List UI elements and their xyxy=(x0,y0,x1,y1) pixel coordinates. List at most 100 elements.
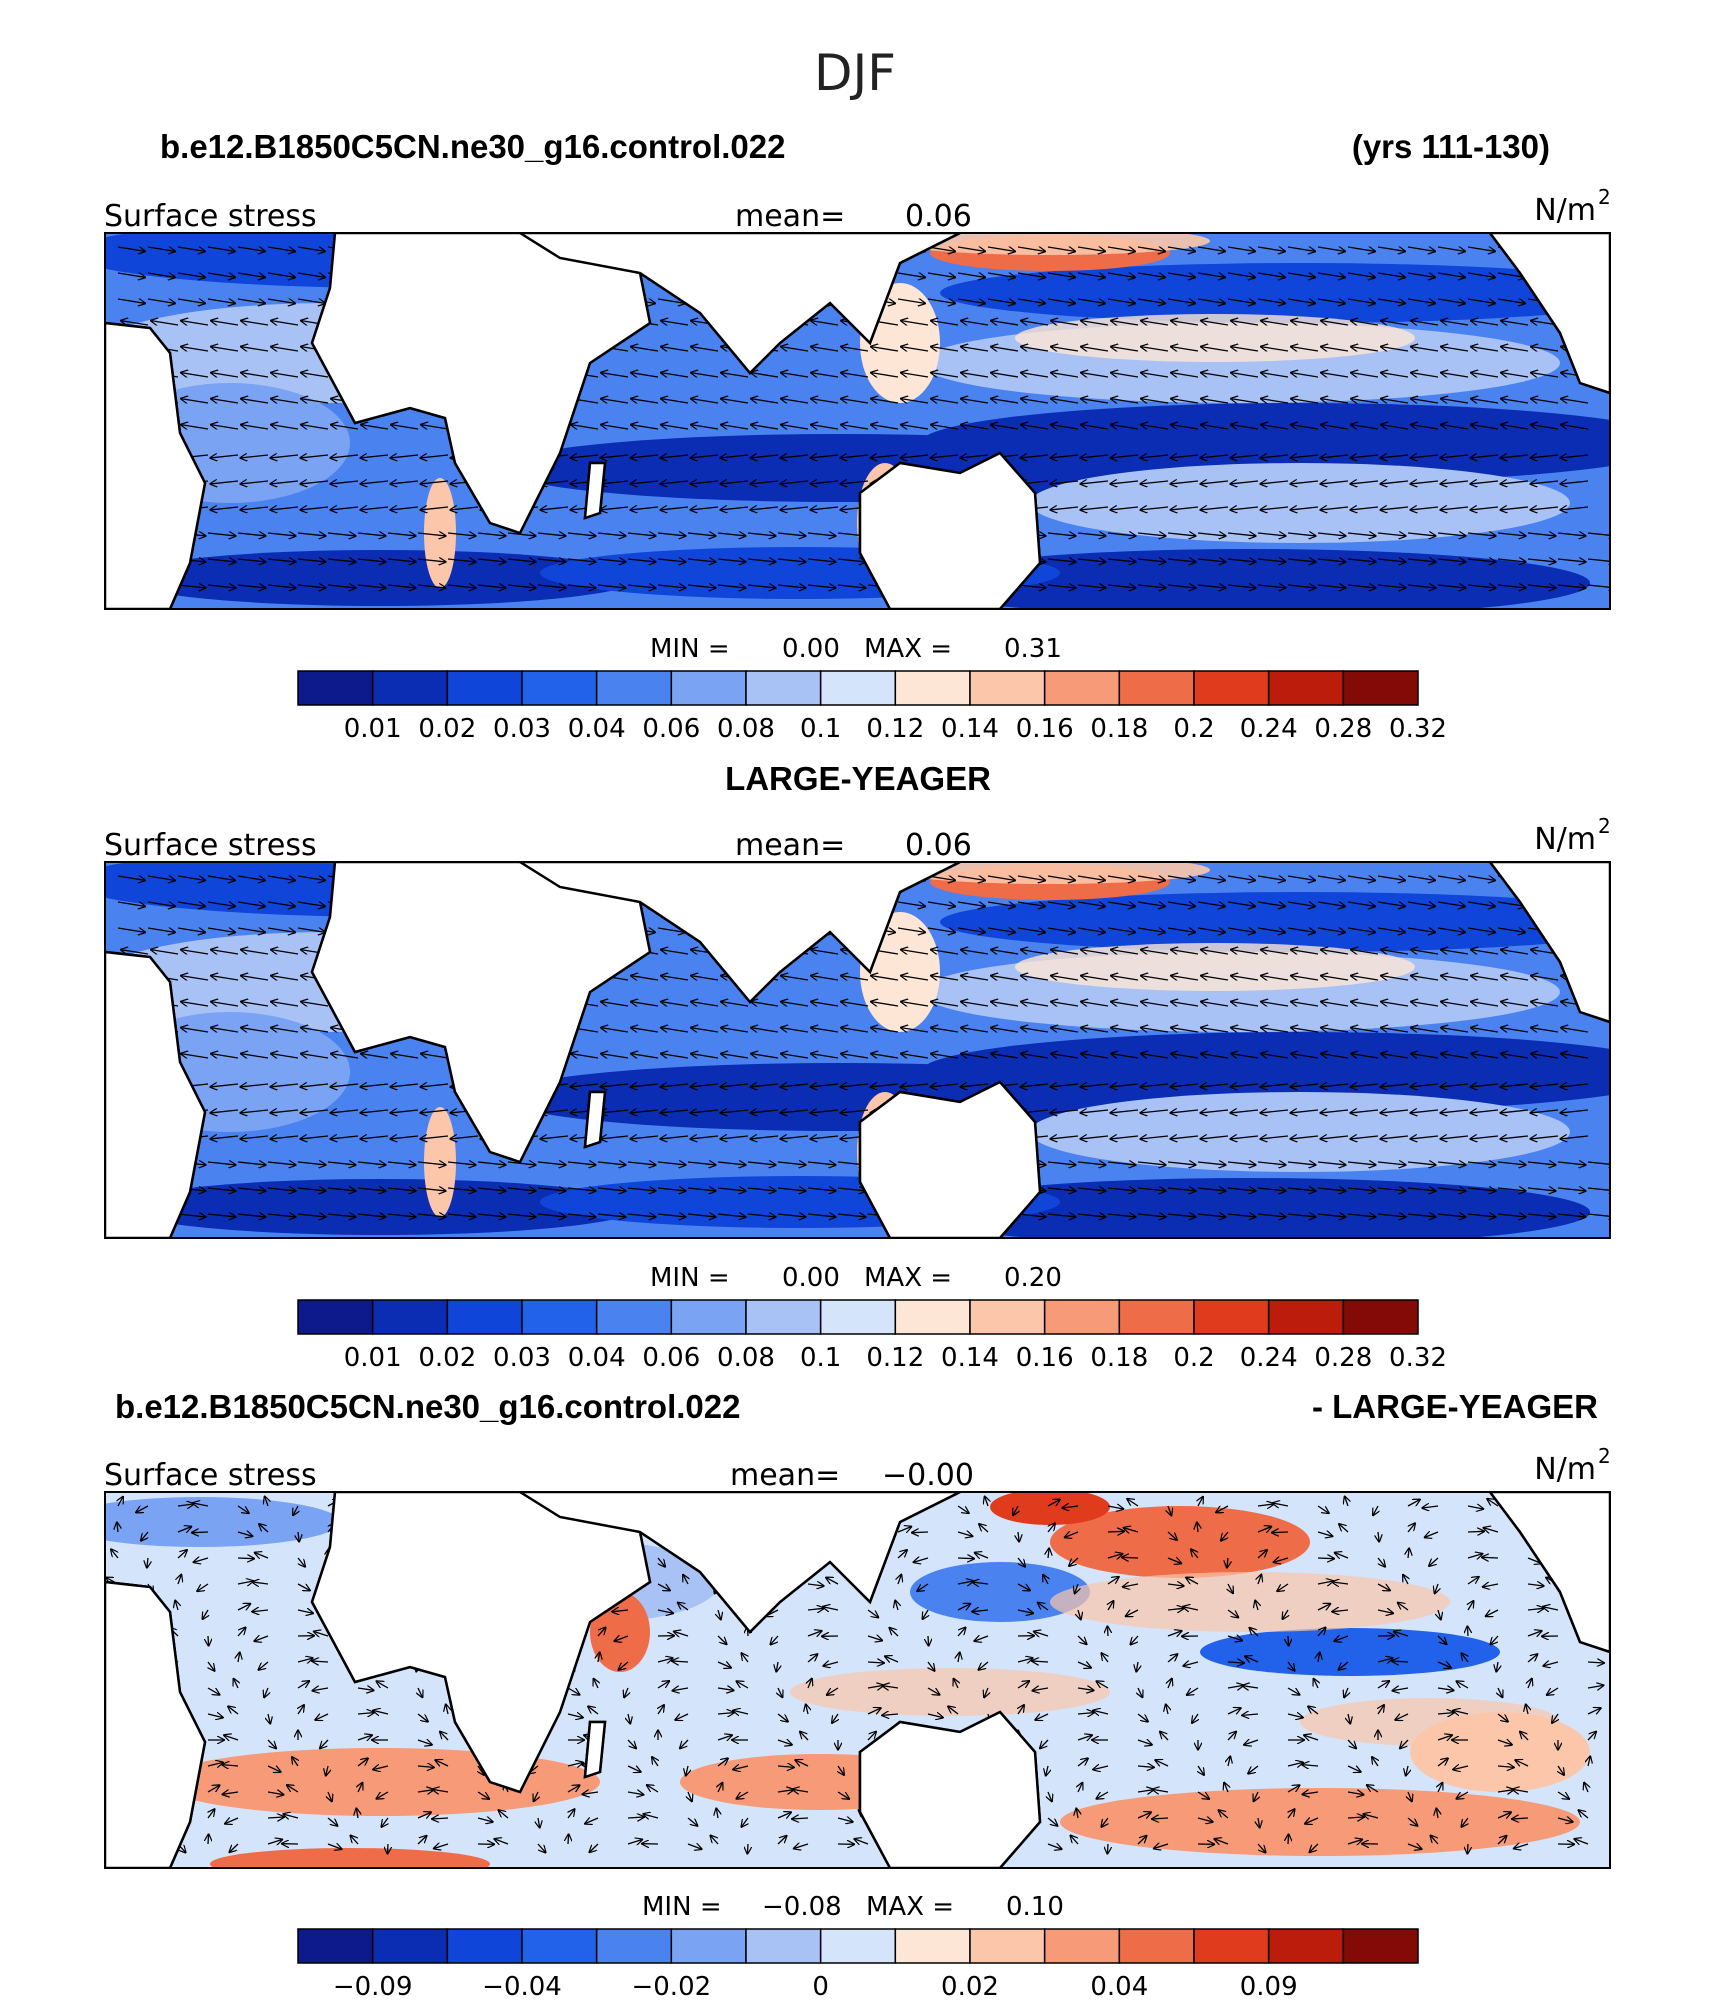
wind-vector xyxy=(1557,585,1586,588)
wind-vector xyxy=(1017,247,1045,251)
wind-vector xyxy=(661,399,689,403)
wind-vector xyxy=(417,585,446,588)
wind-vector xyxy=(1407,299,1435,303)
wind-vector xyxy=(1050,455,1079,458)
wind-vector xyxy=(780,481,809,484)
wind-vector xyxy=(147,273,175,277)
wind-vector xyxy=(1437,585,1466,588)
wind-vector xyxy=(330,507,359,510)
wind-vector xyxy=(1197,299,1225,303)
wind-vector xyxy=(1231,347,1259,351)
wind-vector xyxy=(1107,902,1135,906)
wind-vector xyxy=(661,321,689,325)
wind-vector xyxy=(237,902,265,906)
colorbar-tick-label: 0.2 xyxy=(1173,714,1214,744)
wind-vector xyxy=(1531,425,1559,429)
wind-vector xyxy=(237,299,265,303)
wind-vector xyxy=(1410,507,1439,510)
wind-vector xyxy=(210,507,239,510)
map-1 xyxy=(105,233,1610,609)
wind-vector xyxy=(1257,247,1285,251)
panel-3-variable-label: Surface stress xyxy=(104,1458,317,1493)
wind-vector xyxy=(1047,299,1075,303)
wind-vector xyxy=(777,585,806,588)
panel-2-units: N/m xyxy=(1534,822,1596,857)
wind-vector xyxy=(871,347,899,351)
wind-vector xyxy=(1047,559,1076,562)
colorbar-tick-label: 0.04 xyxy=(568,1343,626,1373)
wind-vector xyxy=(897,928,925,932)
wind-vector xyxy=(300,507,329,510)
wind-vector xyxy=(630,481,659,484)
wind-vector xyxy=(691,399,719,403)
wind-vector xyxy=(777,559,806,562)
wind-vector xyxy=(300,455,329,458)
wind-vector xyxy=(927,928,955,932)
colorbar-swatch xyxy=(670,670,747,706)
wind-vector xyxy=(1531,399,1559,403)
wind-vector xyxy=(957,928,985,932)
wind-vector xyxy=(1261,321,1289,325)
wind-vector xyxy=(1122,1557,1139,1558)
wind-vector xyxy=(957,273,985,277)
wind-vector xyxy=(751,399,779,403)
wind-vector xyxy=(1321,373,1349,377)
wind-vector xyxy=(660,481,689,484)
wind-vector xyxy=(300,481,329,484)
colorbar-3 xyxy=(297,1928,1419,1964)
wind-vector xyxy=(1347,902,1375,906)
wind-vector xyxy=(1287,585,1316,588)
wind-vector xyxy=(417,559,446,562)
wind-vector xyxy=(447,585,476,588)
wind-vector xyxy=(297,559,326,562)
wind-vector xyxy=(810,455,839,458)
colorbar-swatch xyxy=(297,670,374,706)
colorbar-tick-label: 0.02 xyxy=(418,714,476,744)
wind-vector xyxy=(1257,533,1286,536)
wind-vector xyxy=(1047,902,1075,906)
wind-vector xyxy=(241,399,269,403)
wind-vector xyxy=(1081,347,1109,351)
wind-vector xyxy=(987,299,1015,303)
wind-vector xyxy=(840,481,869,484)
colorbar-swatch xyxy=(969,1928,1046,1964)
wind-vector xyxy=(177,247,205,251)
wind-vector xyxy=(901,347,929,351)
wind-vector xyxy=(1497,533,1526,536)
wind-vector xyxy=(1560,481,1589,484)
contour-fill xyxy=(1030,463,1570,543)
wind-vector xyxy=(1260,481,1289,484)
wind-vector xyxy=(991,347,1019,351)
wind-vector xyxy=(1381,425,1409,429)
wind-vector xyxy=(1017,585,1046,588)
colorbar-tick-label: 0.03 xyxy=(493,714,551,744)
colorbar-swatch xyxy=(521,670,598,706)
wind-vector xyxy=(841,425,869,429)
wind-vector xyxy=(117,876,145,880)
wind-vector xyxy=(301,425,329,429)
colorbar-tick-label: 0.24 xyxy=(1240,1343,1298,1373)
wind-vector xyxy=(177,299,205,303)
wind-vector xyxy=(1051,399,1079,403)
colorbar-tick-label: 0.18 xyxy=(1090,1343,1148,1373)
wind-vector xyxy=(1107,928,1135,932)
wind-vector xyxy=(897,902,925,906)
wind-vector xyxy=(1291,425,1319,429)
wind-vector xyxy=(1020,455,1049,458)
wind-vector xyxy=(1321,347,1349,351)
wind-vector xyxy=(1107,559,1136,562)
wind-vector xyxy=(600,481,629,484)
wind-vector xyxy=(1140,455,1169,458)
wind-vector xyxy=(1471,399,1499,403)
wind-vector xyxy=(871,399,899,403)
wind-vector xyxy=(1021,347,1049,351)
wind-vector xyxy=(1050,507,1079,510)
colorbar-swatch xyxy=(670,1299,747,1335)
wind-vector xyxy=(1137,299,1165,303)
wind-vector xyxy=(1047,876,1075,880)
wind-vector xyxy=(841,373,869,377)
wind-vector xyxy=(1380,481,1409,484)
wind-vector xyxy=(1317,1558,1334,1559)
wind-vector xyxy=(1230,507,1259,510)
wind-vector xyxy=(1047,247,1075,251)
